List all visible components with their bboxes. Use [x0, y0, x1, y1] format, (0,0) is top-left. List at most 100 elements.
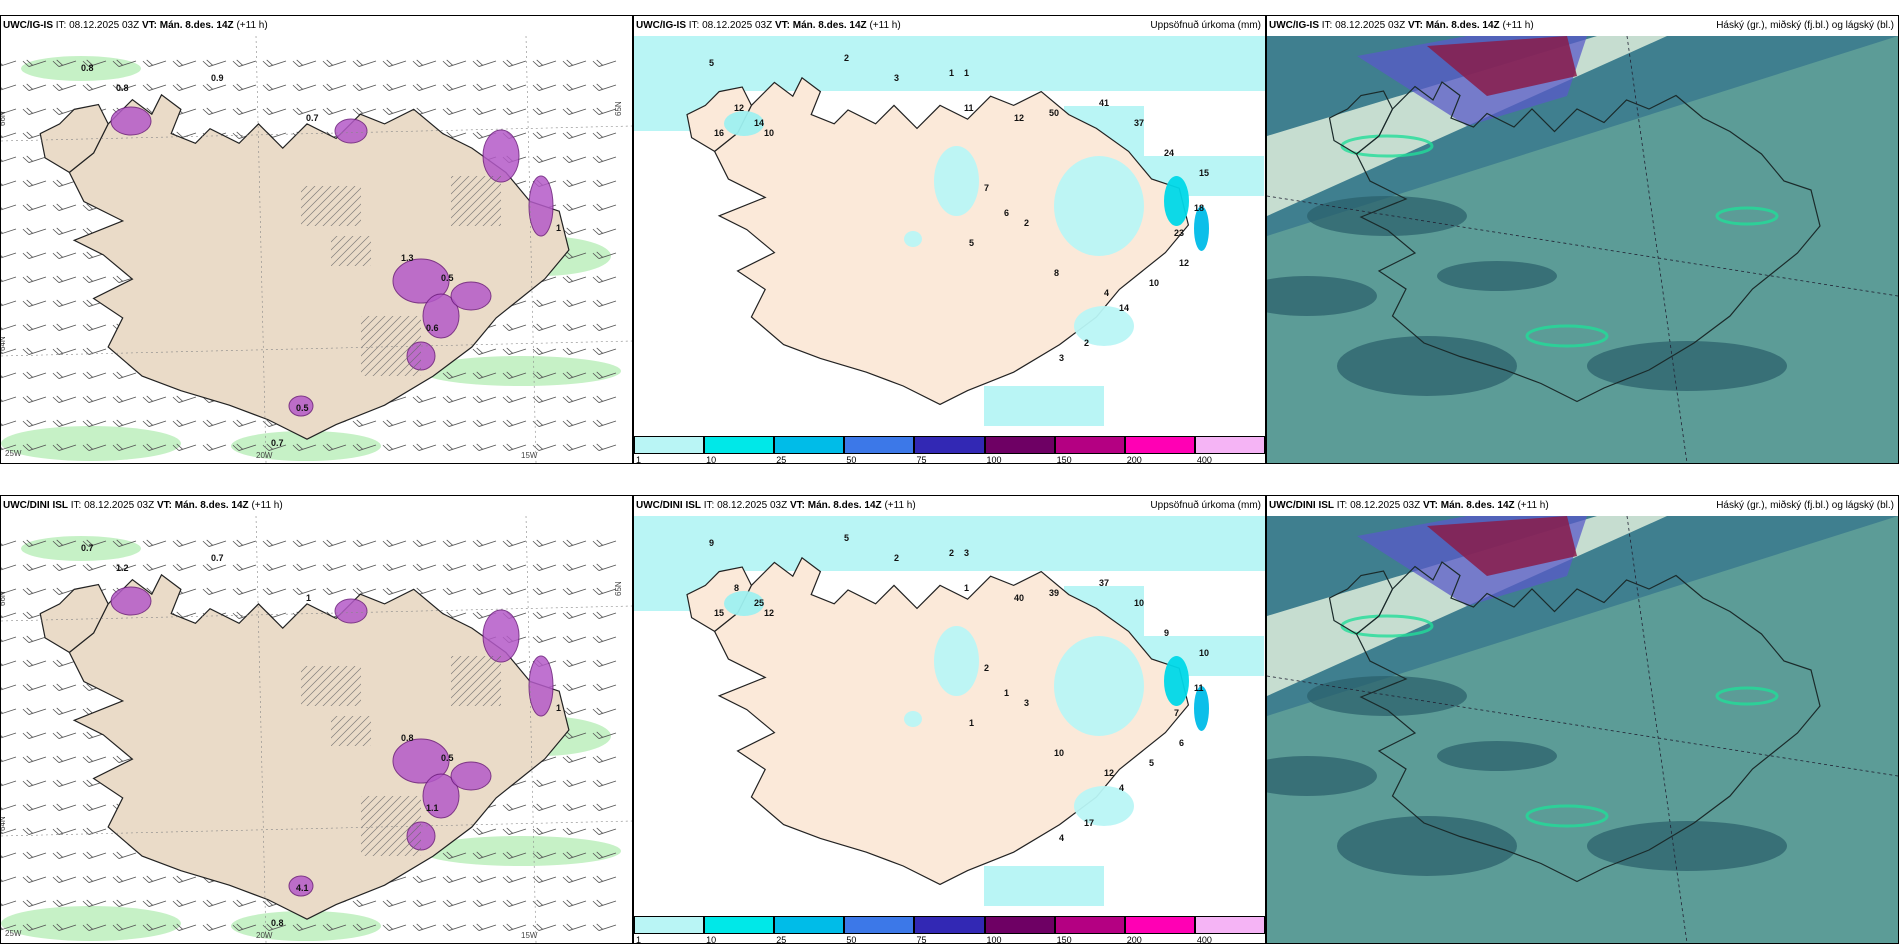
wind-barb — [562, 587, 587, 595]
grid-line — [1267, 195, 1898, 297]
wind-barb — [472, 371, 497, 379]
wind-barb — [82, 899, 107, 907]
colorbar-segment — [1194, 436, 1265, 454]
wind-barb — [172, 923, 197, 931]
wind-barb — [292, 107, 317, 115]
cloud-contour — [1715, 686, 1779, 706]
wind-barb — [52, 659, 77, 667]
wind-barb — [22, 707, 47, 715]
row2-left-panel: UWC/DINI ISL IT: 08.12.2025 03Z VT: Mán.… — [0, 495, 633, 944]
colorbar-segment — [774, 916, 845, 934]
accum-value-label: 12 — [734, 103, 744, 113]
accum-value-label: 37 — [1134, 118, 1144, 128]
accum-value-label: 12 — [1104, 768, 1114, 778]
magenta-precip-area — [528, 655, 554, 717]
accum-precip-area — [724, 111, 764, 136]
wind-barb — [562, 875, 587, 883]
colorbar-tick-label: 200 — [1126, 455, 1142, 464]
colorbar-segment — [1124, 916, 1195, 934]
precip-value-label: 0.8 — [271, 918, 284, 928]
wind-barb — [532, 107, 557, 115]
wind-barb — [502, 851, 527, 859]
wind-barb — [202, 443, 227, 451]
wind-barb — [442, 875, 467, 883]
wind-barb — [232, 107, 257, 115]
wind-barb — [562, 155, 587, 163]
colorbar-tick-label: 400 — [1196, 935, 1212, 944]
wind-barb — [1, 803, 17, 811]
wind-barb — [562, 275, 587, 283]
wind-barb — [562, 131, 587, 139]
wind-barb — [22, 347, 47, 355]
accum-precip-area — [1074, 306, 1134, 346]
wind-barb — [82, 275, 107, 283]
wind-barb — [442, 419, 467, 427]
colorbar-segment — [844, 436, 915, 454]
wind-barb — [1, 203, 17, 211]
accum-value-label: 1 — [964, 583, 969, 593]
wind-barb — [202, 587, 227, 595]
wind-barb — [172, 59, 197, 67]
wind-barb — [532, 371, 557, 379]
row1-right-header: UWC/IG-IS IT: 08.12.2025 03Z VT: Mán. 8.… — [1269, 20, 1534, 31]
colorbar-tick-label: 1 — [636, 935, 642, 944]
hatched-area — [301, 666, 361, 706]
wind-barb — [52, 851, 77, 859]
wind-barb — [202, 107, 227, 115]
wind-barb — [142, 419, 167, 427]
magenta-precip-area — [528, 175, 554, 237]
dark-cloud-patch — [1587, 341, 1787, 391]
magenta-precip-area — [422, 293, 460, 339]
wind-barb — [562, 683, 587, 691]
wind-barb — [532, 827, 557, 835]
accum-value-label: 25 — [754, 598, 764, 608]
wind-barb — [142, 83, 167, 91]
accum-value-label: 5 — [844, 533, 849, 543]
accum-value-label: 2 — [984, 663, 989, 673]
wind-barb — [82, 563, 107, 571]
wind-barb — [202, 563, 227, 571]
wind-barb — [502, 803, 527, 811]
wind-barb — [82, 443, 107, 451]
wind-barb — [262, 539, 287, 547]
wind-barb — [592, 875, 617, 883]
longitude-label: 15W — [521, 451, 538, 460]
magenta-precip-area — [288, 875, 314, 897]
wind-barb — [52, 371, 77, 379]
precip-value-label: 0.8 — [401, 733, 414, 743]
wind-barb — [412, 899, 437, 907]
wind-barb — [112, 899, 137, 907]
accum-value-label: 9 — [709, 538, 714, 548]
precip-value-label: 1.1 — [426, 803, 439, 813]
green-precip-area — [1, 426, 181, 461]
accum-value-label: 2 — [1084, 338, 1089, 348]
wind-barb — [232, 899, 257, 907]
hatched-area — [331, 236, 371, 266]
hatched-area — [451, 176, 501, 226]
accum-value-label: 24 — [1164, 148, 1174, 158]
wind-barb — [592, 803, 617, 811]
wind-barb — [412, 443, 437, 451]
accum-value-label: 7 — [984, 183, 989, 193]
wind-barb — [22, 251, 47, 259]
colorbar-segment — [984, 436, 1055, 454]
wind-barb — [52, 83, 77, 91]
wind-barb — [172, 899, 197, 907]
wind-barb — [382, 59, 407, 67]
magenta-precip-area — [110, 106, 152, 136]
accum-value-label: 40 — [1014, 593, 1024, 603]
colorbar-tick-label: 1 — [636, 455, 642, 464]
wind-barb — [202, 83, 227, 91]
precip-value-label: 0.5 — [441, 753, 454, 763]
magenta-precip-area — [450, 761, 492, 791]
accum-precip-area — [1054, 636, 1144, 736]
light-precip-area — [634, 516, 1265, 571]
magenta-precip-area — [110, 586, 152, 616]
accum-precip-area — [1164, 176, 1189, 226]
wind-barb — [82, 371, 107, 379]
wind-barb — [1, 659, 17, 667]
cloud-contour — [1715, 206, 1779, 226]
row2-right-header: UWC/DINI ISL IT: 08.12.2025 03Z VT: Mán.… — [1269, 500, 1549, 511]
wind-barb — [352, 923, 377, 931]
dark-cloud-patch — [1437, 741, 1557, 771]
